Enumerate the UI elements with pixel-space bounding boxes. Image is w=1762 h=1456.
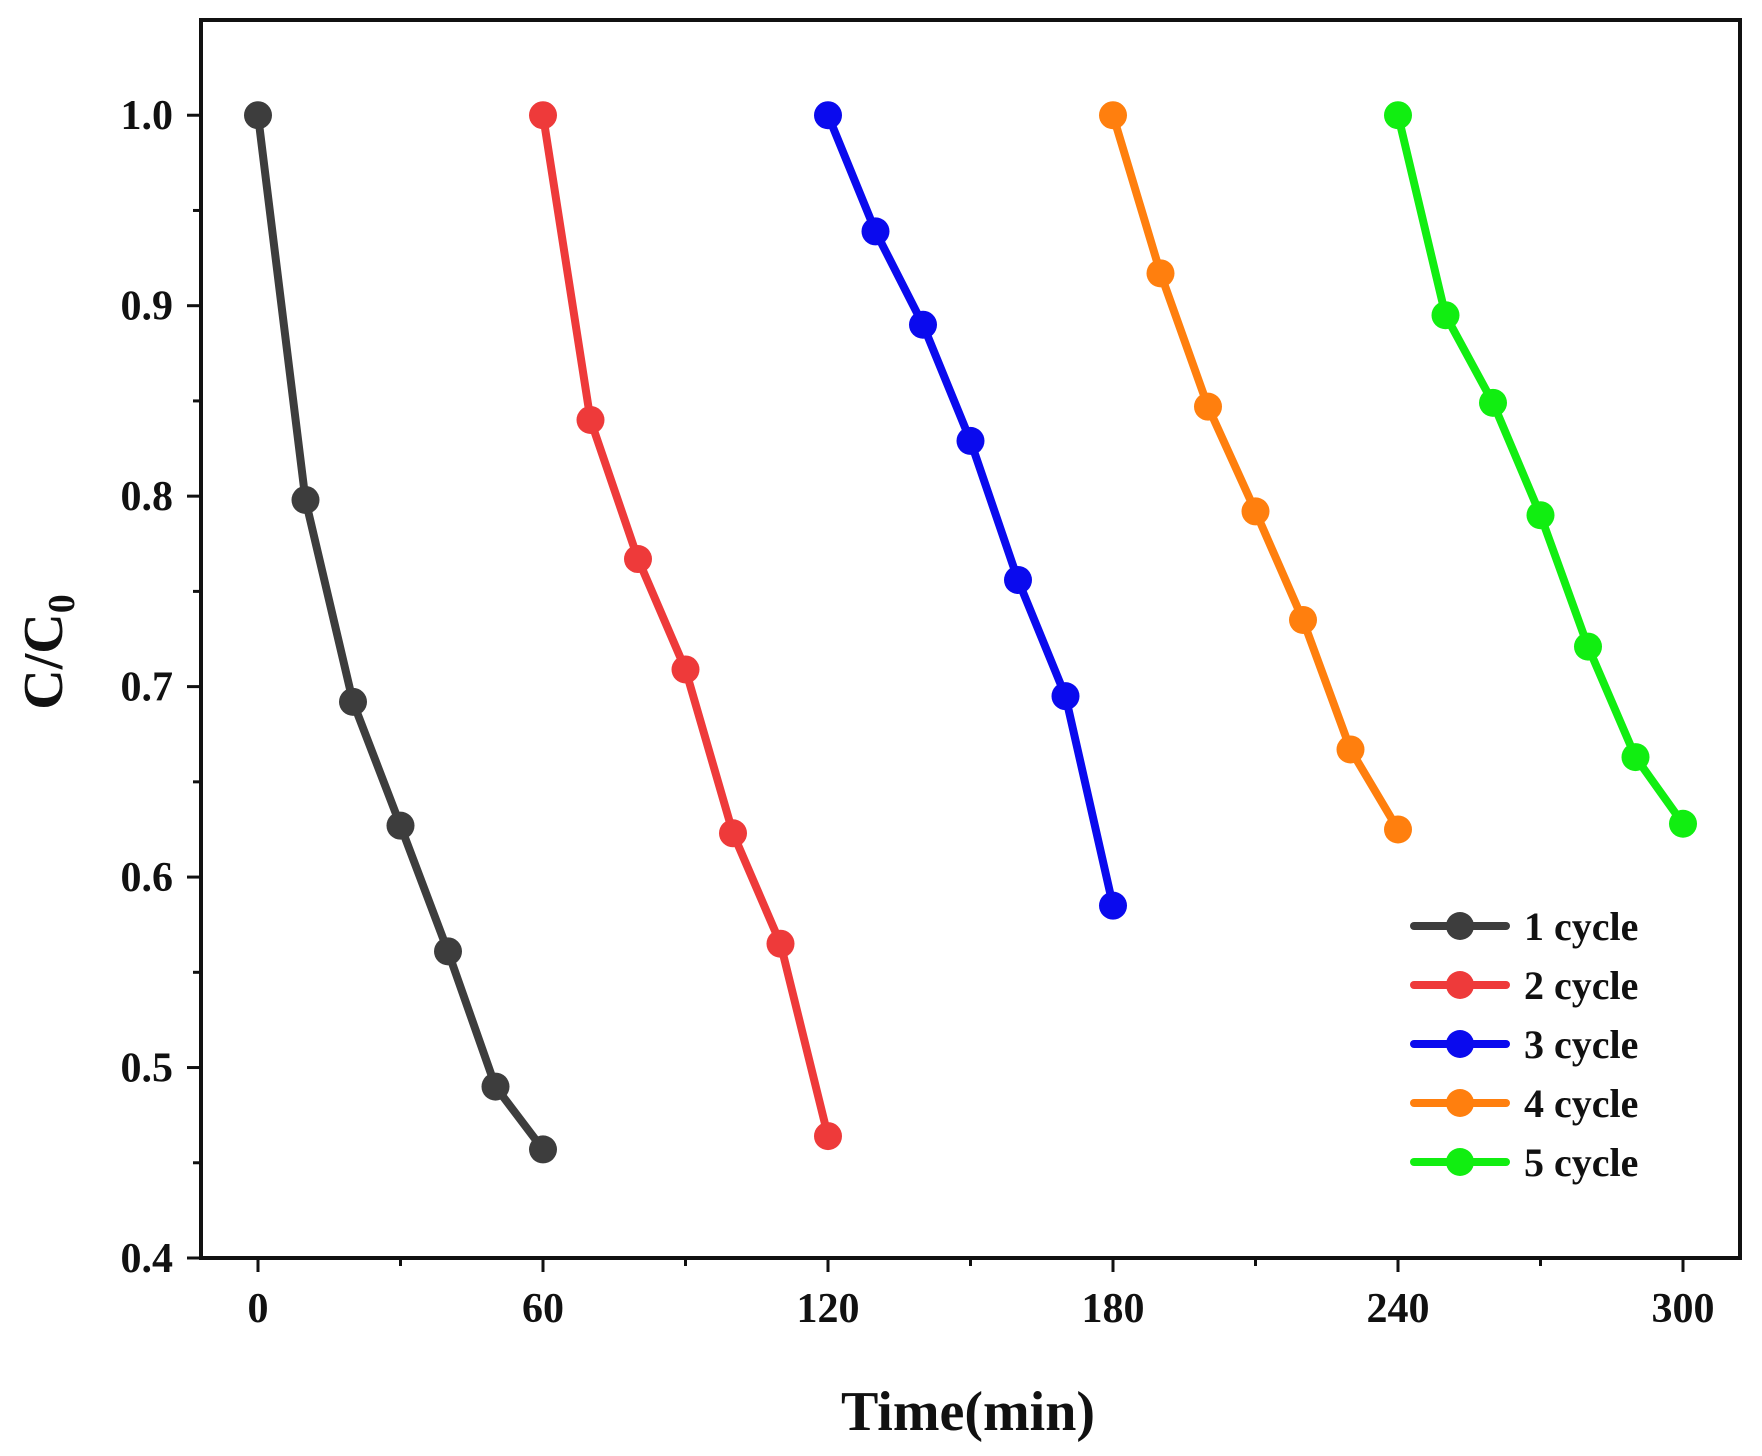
data-point [719,819,747,848]
series-3 [814,101,1127,920]
plot-area [199,18,1742,1260]
series-line [1394,111,1687,828]
data-point [481,1072,510,1101]
data-point [1194,392,1222,421]
series-line [254,111,547,1154]
legend-swatch-marker [1446,971,1474,999]
y-axis: 0.4 0.5 0.6 0.7 0.8 0.9 1.0 [121,93,201,1282]
data-point [1146,259,1175,288]
data-point [1099,101,1127,130]
x-tick-label: 240 [1367,1286,1430,1332]
y-tick-label: 0.9 [121,284,174,330]
y-tick-label: 0.6 [121,855,174,901]
data-point [671,655,700,684]
data-point [339,687,367,716]
data-point [814,1122,842,1151]
data-point [1669,809,1697,838]
data-point [1574,632,1602,661]
legend-label: 1 cycle [1524,904,1638,949]
y-axis-title-subscript: 0 [41,594,83,613]
series-1 [244,101,557,1164]
data-point [1526,501,1555,530]
data-point [386,811,415,840]
data-point [624,545,652,574]
series-4 [1099,101,1412,844]
data-point [576,405,605,434]
x-tick-label: 300 [1652,1286,1715,1332]
legend-item: 5 cycle [1410,1140,1638,1185]
data-point [909,310,937,339]
series-line [1109,111,1402,834]
x-axis: 0 60 120 180 240 300 [248,1258,1715,1332]
legend-item: 4 cycle [1410,1081,1638,1126]
data-point [1241,497,1270,526]
y-tick-label: 0.8 [121,474,174,520]
data-point [529,1135,557,1164]
data-point [956,426,985,455]
legend-label: 5 cycle [1524,1140,1638,1185]
series-line [539,111,832,1141]
y-tick-label: 0.5 [121,1046,174,1092]
data-point [244,101,272,130]
data-point [766,929,795,958]
data-point [1099,891,1127,920]
series-layer [244,101,1697,1164]
data-point [1004,565,1032,594]
y-tick-label: 1.0 [121,93,174,139]
legend-label: 3 cycle [1524,1022,1638,1067]
plot-frame [199,18,1742,1260]
x-tick-label: 120 [797,1286,860,1332]
y-axis-title-main: C/C [13,613,75,709]
legend-item: 1 cycle [1410,904,1638,949]
legend-item: 2 cycle [1410,963,1638,1008]
legend-item: 3 cycle [1410,1022,1638,1067]
legend-label: 2 cycle [1524,963,1638,1008]
data-point [1621,743,1650,772]
legend-swatch-marker [1446,912,1474,940]
x-tick-label: 60 [522,1286,564,1332]
series-5 [1384,101,1697,838]
data-point [1336,735,1365,764]
data-point [529,101,557,130]
data-point [814,101,842,130]
legend: 1 cycle 2 cycle 3 cycle 4 cycle 5 cycle [1410,904,1638,1185]
y-tick-label: 0.4 [121,1236,174,1282]
legend-swatch-marker [1446,1148,1474,1176]
y-tick-label: 0.7 [121,665,174,711]
data-point [1289,605,1317,634]
data-point [1384,101,1412,130]
data-point [1384,815,1412,844]
data-point [1431,301,1460,330]
data-point [434,937,462,966]
series-2 [529,101,842,1151]
x-tick-label: 180 [1082,1286,1145,1332]
legend-label: 4 cycle [1524,1081,1638,1126]
data-point [291,485,320,514]
legend-swatch-marker [1446,1030,1474,1058]
data-point [1479,388,1507,417]
x-axis-title: Time(min) [841,1381,1095,1443]
data-point [861,217,890,246]
data-point [1051,682,1080,711]
y-axis-title: C/C0 [13,594,83,709]
x-tick-label: 0 [248,1286,269,1332]
legend-swatch-marker [1446,1089,1474,1117]
